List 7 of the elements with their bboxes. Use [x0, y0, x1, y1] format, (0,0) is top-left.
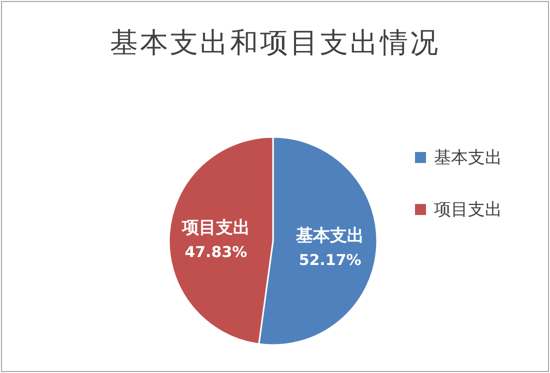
slice-label: 项目支出 — [180, 218, 250, 238]
slice-label: 基本支出 — [295, 226, 364, 246]
legend-label: 项目支出 — [434, 200, 502, 220]
legend-label: 基本支出 — [434, 148, 502, 168]
data-label: 47.83% — [184, 243, 248, 262]
data-label: 52.17% — [298, 250, 362, 269]
chart-title: 基本支出和项目支出情况 — [110, 26, 440, 59]
